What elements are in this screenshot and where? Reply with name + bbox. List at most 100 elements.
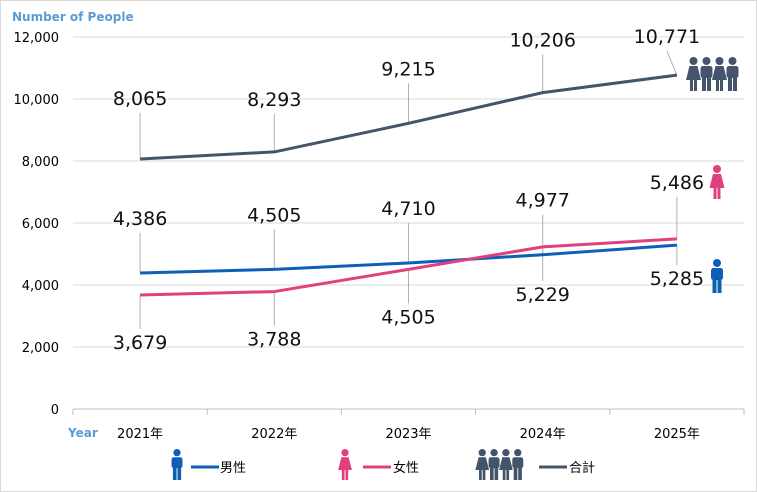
legend-label: 男性: [220, 461, 246, 476]
series-line-2: [140, 73, 678, 161]
data-label: 8,293: [247, 89, 301, 111]
x-axis-title: Year: [67, 426, 98, 440]
person-head: [713, 165, 721, 173]
person-head: [728, 57, 737, 65]
legend-label: 合計: [569, 460, 595, 476]
person-head: [341, 449, 349, 457]
data-label: 4,386: [113, 208, 167, 230]
person-leg: [506, 469, 510, 480]
person-leg: [712, 278, 717, 293]
person-leg: [728, 76, 732, 91]
person-female-icon: [499, 449, 513, 480]
person-dress: [338, 457, 352, 470]
person-female-icon: [709, 165, 725, 199]
data-label: 9,215: [381, 58, 435, 80]
person-dress: [499, 457, 513, 470]
data-label: 8,065: [113, 88, 167, 110]
person-leg: [733, 76, 737, 91]
person-leg: [494, 466, 499, 480]
person-leg: [717, 278, 722, 293]
y-tick-label: 0: [51, 403, 59, 418]
person-male-icon: [711, 259, 723, 293]
person-leg: [172, 466, 177, 480]
person-head: [702, 57, 711, 65]
person-leg: [713, 187, 717, 199]
person-male-icon: [700, 57, 713, 91]
person-leg: [489, 466, 494, 480]
y-tick-label: 4,000: [22, 279, 59, 294]
person-leg: [717, 187, 721, 199]
person-leg: [177, 466, 182, 480]
x-tick-label: 2021年: [117, 427, 163, 442]
y-tick-label: 12,000: [14, 31, 60, 46]
person-leg: [702, 76, 706, 91]
y-tick-label: 10,000: [14, 93, 60, 108]
x-tick-label: 2025年: [654, 427, 700, 442]
person-torso: [711, 268, 723, 280]
data-label: 4,505: [247, 204, 301, 226]
x-tick-label: 2024年: [520, 427, 566, 442]
person-leg: [720, 79, 723, 91]
series-line-1: [140, 237, 677, 297]
person-leg: [690, 79, 693, 91]
legend-label: 女性: [393, 460, 419, 476]
data-label: 10,771: [634, 26, 700, 48]
person-dress: [686, 66, 701, 80]
person-torso: [700, 66, 713, 78]
legend-item-0: 男性: [171, 449, 246, 480]
x-tick-label: 2023年: [385, 427, 431, 442]
x-tick-label: 2022年: [251, 427, 297, 442]
label-leader-lines: [139, 50, 678, 329]
series-end-icons: [686, 57, 739, 293]
person-torso: [726, 66, 739, 78]
legend: 男性 女性 合計: [171, 449, 595, 480]
person-head: [689, 57, 698, 65]
data-label: 3,788: [247, 329, 301, 351]
person-head: [502, 449, 510, 457]
person-dress: [475, 457, 490, 470]
person-leg: [341, 469, 345, 480]
person-male-icon: [512, 449, 524, 480]
person-leg: [479, 469, 482, 480]
person-female-icon: [686, 57, 701, 91]
y-tick-label: 8,000: [22, 155, 59, 170]
legend-item-2: 合計: [475, 449, 595, 480]
person-torso: [488, 457, 500, 469]
data-label: 3,679: [113, 332, 167, 354]
person-leg: [513, 466, 518, 480]
y-tick-label: 6,000: [22, 217, 59, 232]
person-leg: [518, 466, 522, 480]
person-female-icon: [338, 449, 352, 480]
person-torso: [512, 457, 524, 469]
person-head: [490, 449, 498, 457]
y-axis-title: Number of People: [12, 10, 134, 24]
data-label: 5,229: [515, 284, 569, 306]
leader-line: [666, 50, 678, 76]
person-leg: [482, 469, 486, 480]
person-male-icon: [171, 449, 183, 480]
series-line-0: [140, 243, 678, 275]
person-leg: [694, 79, 697, 91]
person-female-icon: [712, 57, 727, 91]
data-label: 5,285: [650, 268, 704, 290]
person-head: [715, 57, 724, 65]
data-label: 4,710: [381, 198, 435, 220]
person-dress: [712, 66, 727, 80]
person-leg: [707, 76, 711, 91]
person-head: [514, 449, 522, 457]
person-female-icon: [475, 449, 490, 480]
person-dress: [709, 174, 725, 188]
data-label: 4,977: [515, 190, 569, 212]
person-head: [173, 449, 181, 457]
people-group-icon: [686, 57, 739, 91]
legend-item-1: 女性: [338, 449, 419, 480]
axes: 0 2,000 4,000 6,000 8,000 10,000 12,000 2021年 20…: [14, 31, 745, 442]
person-male-icon: [488, 449, 500, 480]
y-tick-label: 2,000: [22, 341, 59, 356]
series-lines: [140, 73, 678, 297]
data-label: 5,486: [650, 172, 704, 194]
person-head: [478, 449, 486, 457]
data-labels: 4,386 4,505 4,710 4,977 5,285 3,679 3,788 4,505…: [113, 26, 704, 354]
